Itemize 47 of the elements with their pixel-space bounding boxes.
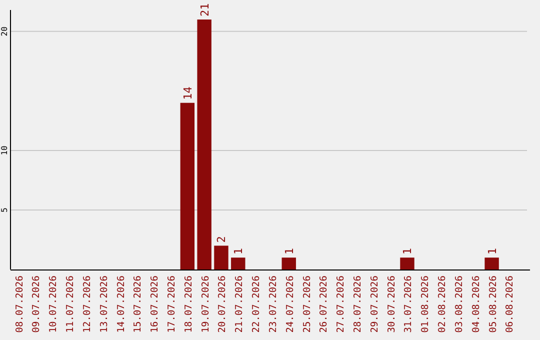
bar: [214, 246, 228, 270]
x-tick-label: 08.07.2026: [14, 275, 26, 333]
x-tick-label: 29.07.2026: [369, 275, 380, 333]
data-label: 2: [215, 236, 228, 243]
x-tick-label: 12.07.2026: [82, 275, 93, 333]
bar: [180, 102, 195, 270]
x-tick-label: 31.07.2026: [403, 275, 414, 333]
x-tick-label: 03.08.2026: [454, 275, 465, 333]
x-tick-label: 15.07.2026: [132, 275, 144, 333]
x-tick-label: 01.08.2026: [420, 275, 432, 333]
data-label: 14: [181, 86, 194, 100]
x-tick-label: 27.07.2026: [336, 275, 347, 333]
x-tick-label: 13.07.2026: [98, 275, 110, 333]
x-tick-label: 30.07.2026: [386, 275, 398, 333]
data-label: 21: [198, 3, 212, 17]
x-tick-label: 17.07.2026: [166, 275, 178, 333]
bar: [282, 258, 296, 270]
x-tick-label: 20.07.2026: [217, 275, 228, 333]
bar: [400, 258, 414, 270]
data-label: 1: [232, 248, 246, 255]
x-tick-label: 23.07.2026: [268, 275, 279, 333]
x-tick-label: 14.07.2026: [116, 275, 127, 333]
x-tick-label: 24.07.2026: [284, 275, 296, 333]
x-tick-label: 26.07.2026: [318, 275, 330, 333]
x-tick-label: 06.08.2026: [504, 275, 516, 333]
data-label: 1: [486, 248, 499, 255]
x-tick-label: 19.07.2026: [200, 275, 212, 333]
x-tick-label: 18.07.2026: [183, 275, 194, 333]
x-tick-label: 11.07.2026: [65, 275, 76, 333]
y-tick-label: 20: [0, 26, 9, 36]
bar: [484, 258, 499, 270]
data-label: 1: [282, 248, 296, 255]
x-tick-label: 22.07.2026: [251, 275, 262, 333]
bar: [231, 258, 246, 270]
x-tick-label: 21.07.2026: [234, 275, 246, 333]
x-tick-label: 25.07.2026: [302, 275, 313, 333]
bar: [197, 20, 212, 270]
x-tick-label: 16.07.2026: [150, 275, 161, 333]
y-tick-label: 10: [0, 145, 9, 156]
x-tick-label: 28.07.2026: [352, 275, 364, 333]
data-label: 1: [401, 248, 414, 255]
y-tick-label: 5: [0, 207, 9, 212]
x-tick-label: 02.08.2026: [437, 275, 448, 333]
x-tick-label: 04.08.2026: [470, 275, 482, 333]
x-tick-label: 05.08.2026: [488, 275, 499, 333]
x-tick-label: 10.07.2026: [48, 275, 60, 333]
x-tick-label: 09.07.2026: [31, 275, 42, 333]
